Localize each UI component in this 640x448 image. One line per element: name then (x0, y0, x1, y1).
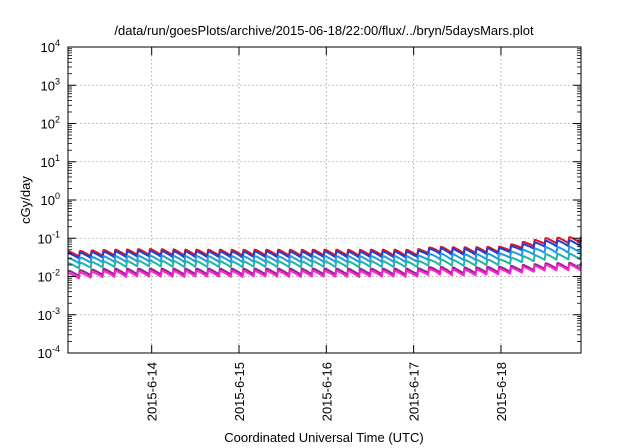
y-tick-exponent: -3 (52, 306, 60, 316)
series-line-6 (67, 263, 582, 280)
chart-title: /data/run/goesPlots/archive/2015-06-18/2… (114, 23, 534, 38)
series-line-3 (67, 245, 582, 265)
x-tick-label: 2015-6-18 (494, 362, 509, 421)
y-tick-exponent: -2 (52, 268, 60, 278)
x-axis-label: Coordinated Universal Time (UTC) (224, 430, 423, 445)
x-axis: 2015-6-14 2015-6-15 2015-6-16 2015-6-17 2015… (145, 47, 509, 421)
series-line-4 (67, 252, 582, 270)
y-tick-exponent: -1 (52, 229, 60, 239)
y-tick-exponent: 0 (55, 191, 60, 201)
y-tick-exponent: 1 (55, 153, 60, 163)
series-line-1 (67, 236, 582, 258)
series-line-5 (67, 261, 582, 277)
x-tick-label: 2015-6-15 (232, 362, 247, 421)
y-tick-exponent: -4 (52, 344, 60, 354)
y-tick-exponent: 2 (55, 115, 60, 125)
y-tick-exponent: 4 (55, 38, 60, 48)
x-tick-label: 2015-6-17 (407, 362, 422, 421)
x-tick-label: 2015-6-16 (319, 362, 334, 421)
y-axis-label: cGy/day (18, 176, 33, 224)
series-layer (67, 236, 582, 280)
series-line-2 (67, 239, 582, 260)
y-tick-exponent: 3 (55, 76, 60, 86)
x-tick-label: 2015-6-14 (145, 362, 160, 421)
